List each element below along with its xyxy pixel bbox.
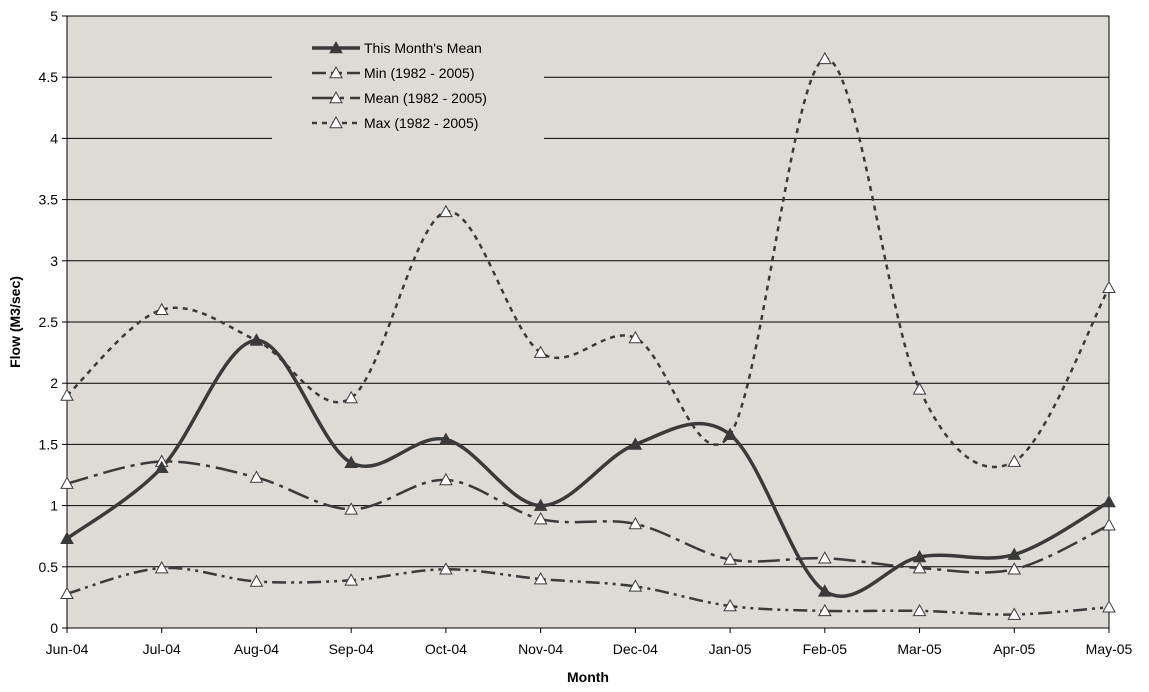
data-point-marker bbox=[628, 516, 643, 530]
x-tick-label: Jun-04 bbox=[46, 641, 89, 657]
y-tick-label: 3 bbox=[50, 253, 58, 269]
data-point-marker bbox=[628, 330, 643, 344]
data-point-marker bbox=[1102, 280, 1116, 294]
data-point-marker bbox=[154, 560, 169, 574]
legend-marker bbox=[329, 40, 343, 54]
legend-label: Mean (1982 - 2005) bbox=[364, 90, 487, 106]
data-point-marker bbox=[344, 455, 359, 469]
data-point-marker bbox=[628, 579, 643, 592]
y-tick-label: 4 bbox=[50, 130, 58, 146]
data-point-marker bbox=[439, 472, 453, 486]
y-tick-label: 0.5 bbox=[39, 559, 59, 575]
data-point-marker bbox=[817, 551, 832, 564]
data-point-marker bbox=[154, 302, 169, 316]
data-point-marker bbox=[1007, 547, 1022, 560]
data-point-marker bbox=[1007, 454, 1022, 467]
data-point-marker bbox=[723, 552, 737, 565]
data-point-marker bbox=[60, 476, 74, 489]
x-tick-label: Mar-05 bbox=[897, 641, 942, 657]
data-point-marker bbox=[1102, 600, 1116, 613]
x-tick-label: May-05 bbox=[1086, 641, 1133, 657]
legend-label: Max (1982 - 2005) bbox=[364, 115, 478, 131]
x-tick-label: Jan-05 bbox=[709, 641, 752, 657]
x-axis-title: Month bbox=[567, 669, 609, 685]
legend-marker bbox=[329, 90, 343, 104]
data-point-marker bbox=[817, 584, 832, 597]
data-point-marker bbox=[912, 382, 927, 395]
y-tick-label: 1 bbox=[50, 498, 58, 514]
data-point-marker bbox=[439, 562, 453, 575]
data-point-marker bbox=[344, 502, 359, 515]
data-point-marker bbox=[533, 345, 548, 358]
data-point-marker bbox=[817, 603, 832, 617]
data-point-marker bbox=[60, 531, 74, 544]
y-tick-label: 3.5 bbox=[39, 192, 59, 208]
gridlines bbox=[67, 76, 1109, 568]
y-tick-label: 2.5 bbox=[39, 314, 59, 330]
x-tick-label: Dec-04 bbox=[613, 641, 658, 657]
y-tick-label: 4.5 bbox=[39, 69, 59, 85]
y-tick-label: 2 bbox=[50, 375, 58, 391]
data-point-marker bbox=[249, 574, 264, 587]
data-point-marker bbox=[533, 572, 548, 585]
x-tick-label: Jul-04 bbox=[143, 641, 181, 657]
data-point-marker bbox=[60, 586, 74, 600]
data-point-marker bbox=[249, 470, 264, 483]
data-point-marker bbox=[439, 204, 453, 218]
series-markers bbox=[60, 51, 1116, 620]
legend-label: Min (1982 - 2005) bbox=[364, 65, 475, 81]
x-tick-label: Oct-04 bbox=[425, 641, 467, 657]
legend-marker bbox=[329, 115, 343, 129]
data-point-marker bbox=[533, 512, 548, 525]
x-tick-label: Feb-05 bbox=[803, 641, 848, 657]
y-tick-label: 0 bbox=[50, 620, 58, 636]
data-point-marker bbox=[912, 603, 927, 617]
legend-entries: This Month's Mean Min (1982 - 2005) Mean (… bbox=[312, 40, 487, 131]
data-point-marker bbox=[723, 598, 737, 612]
x-tick-label: Nov-04 bbox=[518, 641, 563, 657]
data-point-marker bbox=[1007, 562, 1022, 575]
data-point-marker bbox=[344, 390, 359, 404]
x-tick-label: Apr-05 bbox=[993, 641, 1035, 657]
series-line-1 bbox=[66, 566, 1110, 616]
data-point-marker bbox=[344, 573, 359, 586]
data-point-marker bbox=[912, 560, 927, 574]
data-point-marker bbox=[723, 427, 737, 440]
legend-marker bbox=[329, 65, 343, 79]
data-point-marker bbox=[533, 498, 548, 511]
data-point-marker bbox=[439, 432, 453, 445]
data-point-marker bbox=[1007, 607, 1022, 620]
legend-label: This Month's Mean bbox=[364, 40, 482, 56]
x-tick-label: Sep-04 bbox=[329, 641, 374, 657]
data-point-marker bbox=[154, 460, 169, 473]
data-point-marker bbox=[249, 333, 264, 346]
y-axis-title: Flow (M3/sec) bbox=[7, 276, 23, 368]
data-point-marker bbox=[817, 51, 832, 65]
y-tick-label: 1.5 bbox=[39, 436, 59, 452]
data-point-marker bbox=[628, 437, 643, 450]
axes: 0 0.5 1 1.5 2 2.5 3 3.5 4 4.5 5 Jun-04 Jul-04 Aug-04 S… bbox=[39, 8, 1133, 657]
x-tick-label: Aug-04 bbox=[234, 641, 279, 657]
data-point-marker bbox=[60, 388, 74, 401]
y-tick-label: 5 bbox=[50, 8, 58, 24]
data-point-marker bbox=[1102, 518, 1116, 531]
data-point-marker bbox=[1102, 494, 1116, 508]
data-point-marker bbox=[912, 549, 927, 563]
